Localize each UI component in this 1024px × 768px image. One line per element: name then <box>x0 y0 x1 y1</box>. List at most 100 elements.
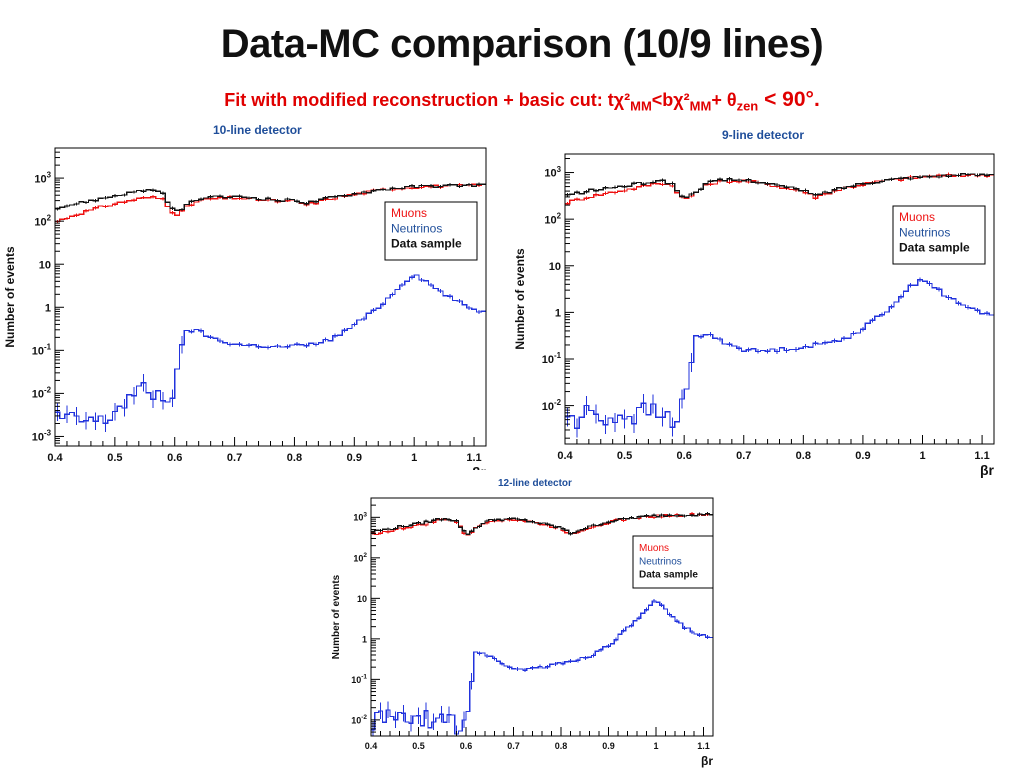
subtitle-sub-3: zen <box>736 98 759 114</box>
y-axis-label: Number of events <box>513 248 527 350</box>
plot-area <box>55 182 486 432</box>
y-tick-exponent: -2 <box>554 398 562 407</box>
y-tick-label: 103 <box>34 170 51 185</box>
x-tick-label: 0.4 <box>365 741 378 751</box>
series-neutrinos-histogram <box>55 274 486 424</box>
y-tick-label: 10 <box>549 261 561 273</box>
chart-background <box>0 118 492 480</box>
legend-item-neutrinos: Neutrinos <box>899 225 950 239</box>
x-tick-label: 0.8 <box>287 452 302 464</box>
x-axis-label: βr <box>701 754 713 768</box>
series-data-sample-histogram <box>565 173 994 198</box>
series-data-sample-error-bars <box>56 182 480 212</box>
y-tick-label: 102 <box>353 552 367 563</box>
y-tick-label: 10-3 <box>32 429 52 444</box>
legend-item-data-sample: Data sample <box>391 237 462 251</box>
chart-panel-9-line: 9-line detector 0.4 0.5 0.6 0.7 0.8 0.9 1 1.1 10-… <box>510 122 1000 478</box>
y-tick-label: 10-2 <box>32 386 52 401</box>
x-tick-label: 0.8 <box>796 450 811 462</box>
legend-item-neutrinos: Neutrinos <box>391 221 442 235</box>
y-tick-exponent: -2 <box>44 386 52 395</box>
y-tick-exponent: 3 <box>47 170 52 179</box>
y-tick-base: 10 <box>32 389 44 401</box>
slide-subtitle: Fit with modified reconstruction + basic… <box>0 88 1024 114</box>
series-neutrinos-error-bars <box>372 598 708 736</box>
y-tick-label: 10-1 <box>542 351 562 366</box>
chart-10-line-detector: 10-line detector 0.4 0.5 0.6 0.7 0.8 0.9 1 1.1 10… <box>0 118 492 480</box>
x-tick-label: 0.5 <box>412 741 425 751</box>
plot-area <box>371 512 713 736</box>
x-tick-label: 0.7 <box>507 741 520 751</box>
chart-title: 10-line detector <box>213 123 302 137</box>
series-neutrinos-histogram <box>371 600 713 735</box>
y-tick-label: 10-2 <box>351 714 367 725</box>
chart-panel-12-line: 12-line detector 0.4 0.5 0.6 0.7 0.8 0.9 1 1.1 10… <box>325 470 725 768</box>
x-tick-label: 0.7 <box>227 452 242 464</box>
y-tick-base: 10 <box>544 168 556 180</box>
subtitle-plus: + θ <box>711 90 737 110</box>
x-tick-label: 0.9 <box>855 450 870 462</box>
y-tick-label: 10 <box>39 259 51 271</box>
series-neutrinos-histogram <box>565 279 994 429</box>
y-tick-exponent: -1 <box>44 343 52 352</box>
y-tick-exponent: 3 <box>557 165 562 174</box>
series-neutrinos-error-bars <box>566 277 988 438</box>
y-tick-label: 1 <box>555 308 561 320</box>
legend-item-muons: Muons <box>391 206 427 220</box>
slide-title: Data-MC comparison (10/9 lines) <box>220 22 824 66</box>
legend-item-muons: Muons <box>899 210 935 224</box>
y-tick-base: 10 <box>353 553 363 563</box>
y-tick-exponent: -1 <box>554 351 562 360</box>
series-data-sample-error-bars <box>372 512 708 536</box>
y-tick-label: 103 <box>353 512 367 523</box>
x-tick-label: 1 <box>653 741 658 751</box>
y-tick-label: 10-2 <box>542 398 562 413</box>
subtitle-prefix: Fit with modified reconstruction + basic… <box>224 90 631 110</box>
x-tick-label: 0.9 <box>602 741 615 751</box>
series-neutrinos-error-bars <box>56 275 480 432</box>
x-tick-label: 1 <box>411 452 417 464</box>
chart-title: 9-line detector <box>722 128 804 142</box>
y-tick-base: 10 <box>32 432 44 444</box>
x-tick-label: 0.5 <box>617 450 632 462</box>
y-tick-base: 10 <box>353 513 363 523</box>
y-tick-base: 10 <box>542 354 554 366</box>
x-tick-label: 1 <box>919 450 925 462</box>
subtitle-sub-1: MM <box>630 98 652 114</box>
y-tick-exponent: -1 <box>361 674 367 681</box>
y-tick-base: 10 <box>351 675 361 685</box>
x-tick-label: 1.1 <box>697 741 710 751</box>
legend-item-data-sample: Data sample <box>899 241 970 255</box>
y-tick-label: 102 <box>34 213 51 228</box>
legend-box <box>384 201 478 261</box>
y-tick-label: 103 <box>544 165 561 180</box>
x-tick-label: 0.5 <box>107 452 122 464</box>
legend-box <box>632 535 714 589</box>
legend-item-neutrinos: Neutrinos <box>639 556 682 567</box>
legend-item-muons: Muons <box>639 543 669 554</box>
series-data-sample-error-bars <box>566 172 988 198</box>
y-tick-label: 1 <box>362 634 367 644</box>
chart-panel-10-line: 10-line detector 0.4 0.5 0.6 0.7 0.8 0.9 1 1.1 10… <box>0 118 492 480</box>
x-tick-label: 0.4 <box>557 450 573 462</box>
chart-12-line-detector: 12-line detector 0.4 0.5 0.6 0.7 0.8 0.9 1 1.1 10… <box>325 470 725 768</box>
y-tick-base: 10 <box>544 214 556 226</box>
x-tick-label: 0.6 <box>460 741 473 751</box>
subtitle-sub-2: MM <box>689 98 712 114</box>
x-axis-label: βr <box>980 462 995 478</box>
y-tick-exponent: 2 <box>363 552 367 559</box>
y-tick-label: 10 <box>357 594 367 604</box>
plot-area <box>565 172 994 438</box>
y-axis-label: Number of events <box>331 574 342 659</box>
y-tick-exponent: -2 <box>361 714 367 721</box>
x-tick-label: 1.1 <box>974 450 989 462</box>
x-tick-label: 0.4 <box>47 452 63 464</box>
y-tick-label: 102 <box>544 211 561 226</box>
chart-title: 12-line detector <box>498 478 572 489</box>
y-tick-exponent: 2 <box>47 213 52 222</box>
x-tick-label: 0.9 <box>347 452 362 464</box>
series-data-sample-histogram <box>371 512 713 535</box>
